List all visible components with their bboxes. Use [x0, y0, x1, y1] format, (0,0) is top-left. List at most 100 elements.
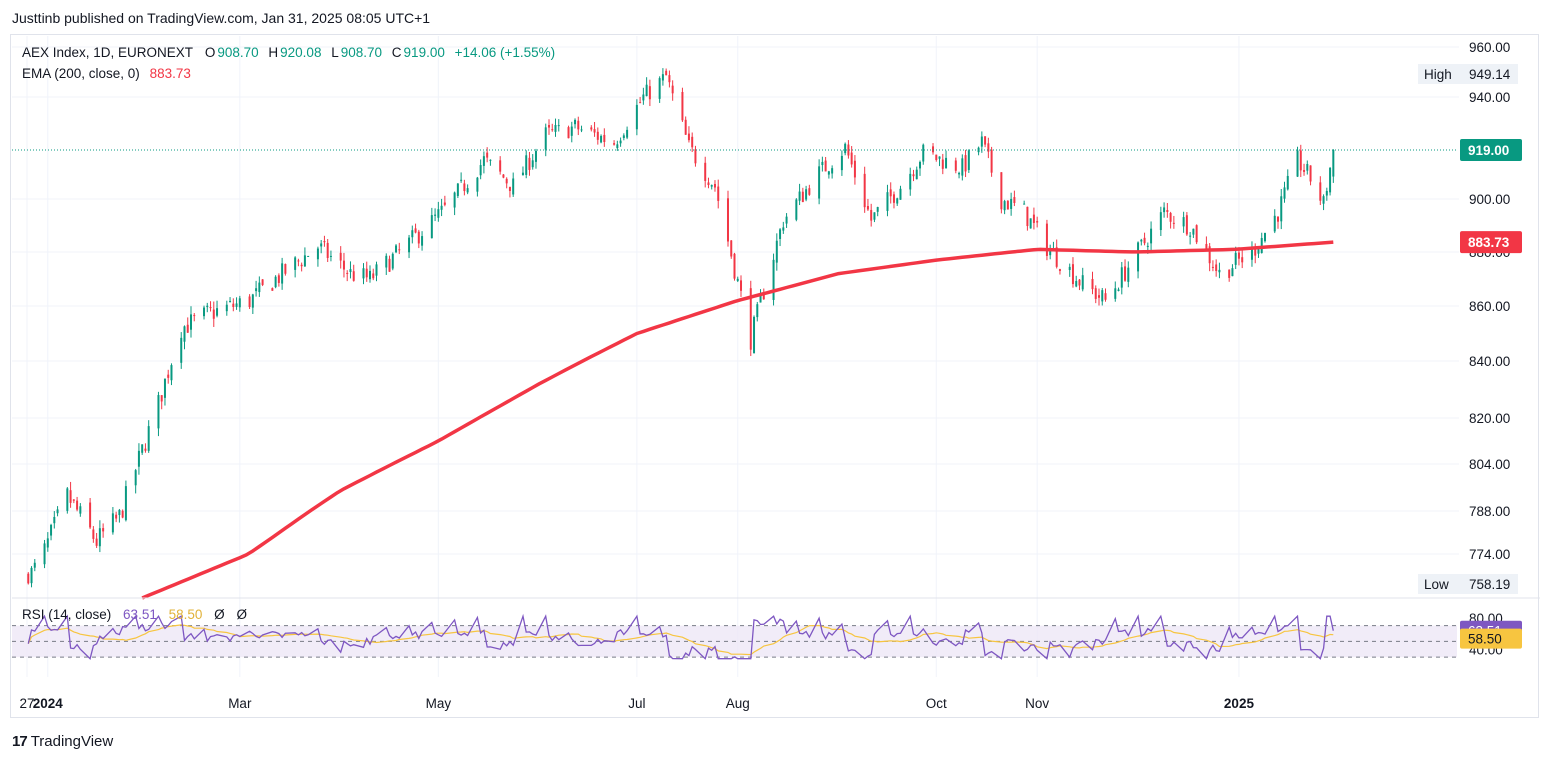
candle-body	[258, 282, 261, 293]
candle-body	[375, 264, 378, 276]
candle-body	[756, 304, 759, 318]
ema-label: EMA (200, close, 0)	[22, 66, 140, 81]
candle-body	[753, 316, 756, 354]
candle-body	[102, 528, 105, 532]
candle-body	[72, 499, 75, 501]
candle-body	[805, 189, 808, 200]
grid-lines	[12, 36, 1459, 677]
candle-body	[694, 149, 697, 164]
time-axis-label: Aug	[726, 696, 750, 711]
time-axis-label: Mar	[228, 696, 252, 711]
candle-body	[547, 125, 550, 128]
candle-body	[831, 168, 834, 174]
candle-body	[180, 337, 183, 363]
candle-body	[1250, 246, 1253, 260]
candle-body	[466, 188, 469, 193]
rsi-legend[interactable]: RSI (14, close) 63.51 58.50 Ø Ø	[22, 607, 249, 622]
candle-body	[30, 567, 33, 584]
candle-body	[1283, 187, 1286, 199]
candle-body	[899, 188, 902, 200]
candle-body	[1120, 267, 1123, 288]
candle-body	[365, 268, 368, 278]
candle-body	[50, 524, 53, 536]
candle-body	[1286, 175, 1289, 190]
candle-body	[886, 192, 889, 211]
rsi-line	[27, 613, 1334, 660]
candle-body	[1309, 165, 1312, 182]
candle-body	[46, 538, 49, 548]
open-label: O	[204, 45, 216, 60]
candle-body	[144, 448, 147, 451]
candle-body	[821, 161, 824, 166]
candle-body	[984, 136, 987, 145]
candle-body	[557, 125, 560, 127]
candle-body	[567, 127, 570, 139]
candle-body	[170, 365, 173, 381]
candle-body	[261, 279, 264, 285]
close-value: 919.00	[403, 45, 445, 60]
candle-body	[437, 209, 440, 218]
ema-legend[interactable]: EMA (200, close, 0) 883.73	[22, 66, 193, 81]
candle-body	[414, 228, 417, 233]
candle-body	[648, 86, 651, 100]
candle-body	[453, 192, 456, 208]
candle-body	[147, 426, 150, 451]
candle-body	[115, 514, 118, 519]
candle-body	[1159, 212, 1162, 231]
candle-body	[749, 288, 752, 350]
candle-body	[844, 143, 847, 154]
candle-body	[339, 252, 342, 261]
candle-body	[987, 143, 990, 152]
time-axis-label: May	[426, 696, 452, 711]
ema-badge-text: 883.73	[1468, 235, 1510, 250]
time-axis-label: Jul	[628, 696, 645, 711]
candle-body	[1182, 217, 1185, 227]
high-value: 920.08	[280, 45, 322, 60]
last-price-badge	[1460, 139, 1522, 161]
candle-body	[544, 127, 547, 150]
candle-body	[671, 85, 674, 94]
candle-body	[346, 272, 349, 274]
rsi-extra-2: Ø	[236, 607, 247, 622]
candle-body	[284, 264, 287, 274]
candle-body	[889, 189, 892, 197]
price-axis-label: 774.00	[1469, 547, 1510, 562]
candle-body	[157, 395, 160, 429]
price-axis-label: 840.00	[1469, 354, 1510, 369]
symbol-label[interactable]: AEX Index, 1D, EURONEXT	[22, 45, 194, 60]
candle-body	[229, 300, 232, 302]
candle-body	[274, 276, 277, 288]
ohlc-legend: AEX Index, 1D, EURONEXT O 908.70 H 920.08 …	[22, 45, 557, 60]
candle-body	[118, 509, 121, 516]
candle-body	[1195, 225, 1198, 243]
candle-body	[1026, 206, 1029, 227]
candle-body	[303, 255, 306, 267]
candle-body	[876, 207, 879, 212]
candle-body	[613, 143, 616, 145]
candle-body	[443, 202, 446, 205]
candle-body	[281, 263, 284, 284]
footer-brand[interactable]: 17 TradingView	[12, 733, 113, 750]
candle-body	[141, 444, 144, 453]
candle-body	[111, 513, 114, 533]
candle-body	[866, 206, 869, 210]
candle-body	[733, 253, 736, 279]
candle-body	[1329, 167, 1332, 193]
candle-body	[508, 186, 511, 191]
candle-body	[368, 270, 371, 280]
candle-body	[1124, 266, 1127, 281]
candle-body	[577, 120, 580, 130]
candle-body	[79, 506, 82, 514]
candle-body	[134, 470, 137, 486]
candle-body	[740, 280, 743, 291]
candle-body	[1218, 269, 1221, 273]
candle-body	[391, 253, 394, 269]
candle-body	[990, 149, 993, 173]
candle-body	[329, 255, 332, 257]
candle-body	[795, 199, 798, 220]
low-label: L	[331, 45, 339, 60]
candle-body	[255, 288, 258, 292]
candle-body	[512, 178, 515, 195]
